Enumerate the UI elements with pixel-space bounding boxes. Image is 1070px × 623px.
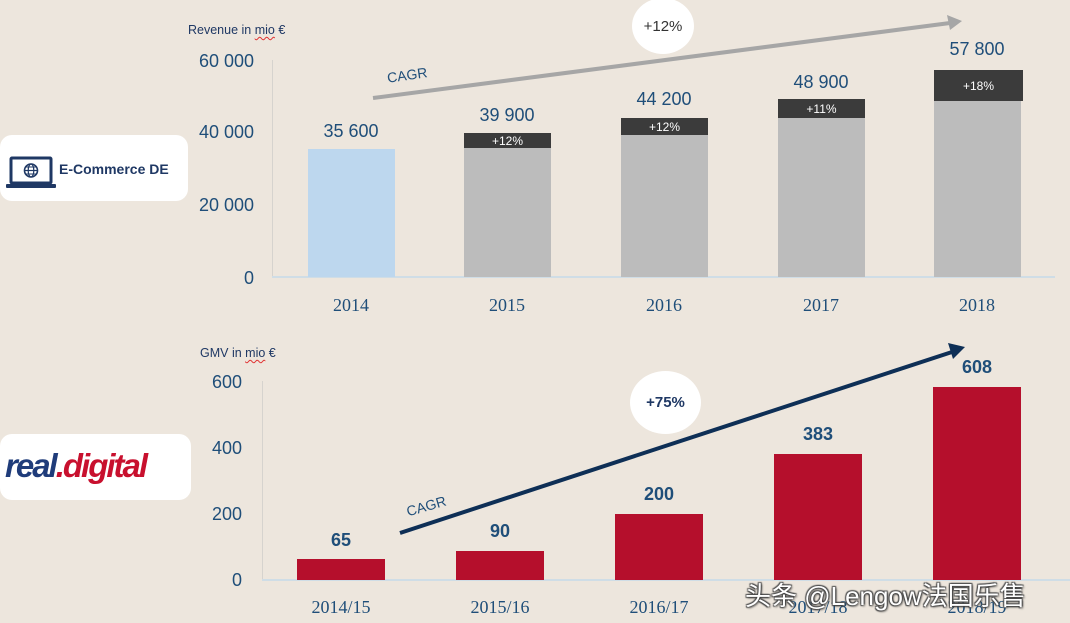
real-digital-logo-part2: .digital — [55, 447, 148, 484]
x-tick-2014: 2014 — [333, 295, 369, 315]
y-tick-60000: 60 000 — [198, 51, 254, 71]
bar-2015-base — [464, 148, 551, 277]
bar-2018-base — [934, 100, 1021, 277]
bar-2017-growth: +11% — [778, 99, 865, 118]
cagr-bubble-top: +12% — [632, 0, 694, 54]
real-digital-logo-box: real.digital — [0, 434, 191, 500]
bar-2016-17 — [615, 514, 703, 580]
ecommerce-de-label: E-Commerce DE — [59, 161, 169, 177]
ecommerce-de-logo-box: E-Commerce DE — [0, 135, 188, 201]
cagr-arrow-navy-icon — [399, 343, 965, 535]
growth-label-2016: +12% — [648, 119, 681, 134]
gmv-axis-title-text: GMV in — [200, 346, 246, 360]
y-tick-600: 600 — [211, 372, 242, 392]
real-digital-logo-part1: real — [5, 447, 58, 484]
y-tick-40000: 40 000 — [198, 122, 254, 142]
bar-2018-growth: +18% — [934, 70, 1023, 101]
growth-label-2015: +12% — [491, 133, 524, 148]
x-tick-2014-15: 2014/15 — [311, 597, 371, 617]
cagr-bubble-bottom: +75% — [630, 371, 701, 434]
revenue-axis-title-currency: € — [274, 23, 286, 37]
bar-2017-18 — [774, 454, 862, 580]
revenue-axis-title: Revenue in mio € — [188, 23, 285, 37]
x-tick-2017-18: 2017/18 — [788, 597, 848, 617]
cagr-arrow-gray-icon — [372, 15, 962, 100]
y-tick-0-bottom: 0 — [231, 570, 242, 590]
bar-2018-19 — [933, 387, 1021, 580]
value-label-2018: 57 800 — [949, 39, 1005, 59]
value-label-2015-16: 90 — [489, 521, 511, 541]
cagr-value-top: +12% — [643, 17, 683, 35]
laptop-globe-icon — [6, 156, 56, 188]
value-label-2016-17: 200 — [643, 484, 675, 504]
revenue-axis-title-text: Revenue in — [188, 23, 255, 37]
bar-2014 — [308, 149, 395, 277]
bar-2016-base — [621, 134, 708, 277]
y-tick-200: 200 — [211, 504, 242, 524]
x-tick-2016: 2016 — [646, 295, 682, 315]
gmv-axis-title-unit: mio — [245, 346, 266, 360]
gmv-axis-title-currency: € — [265, 346, 276, 360]
value-label-2014: 35 600 — [323, 121, 379, 141]
value-label-2018-19: 608 — [961, 357, 993, 377]
growth-label-2018: +18% — [962, 78, 995, 93]
bottom-x-axis-line — [262, 579, 1070, 581]
watermark-text: 头条 @Lengow法国乐售 — [745, 581, 1026, 611]
bar-2016-growth: +12% — [621, 118, 708, 135]
growth-label-2017: +11% — [806, 101, 837, 116]
value-label-2017: 48 900 — [793, 72, 849, 92]
cagr-value-bottom: +75% — [646, 394, 685, 411]
x-tick-2016-17: 2016/17 — [629, 597, 689, 617]
x-tick-2018-19: 2018/19 — [947, 597, 1007, 617]
x-tick-2015-16: 2015/16 — [470, 597, 530, 617]
bar-2015-growth: +12% — [464, 133, 551, 148]
y-tick-400: 400 — [211, 438, 242, 458]
gmv-axis-title: GMV in mio € — [200, 346, 276, 360]
value-label-2014-15: 65 — [330, 530, 352, 550]
top-x-axis-line — [272, 276, 1055, 278]
value-label-2017-18: 383 — [802, 424, 834, 444]
bottom-y-axis-line — [262, 381, 263, 580]
y-tick-0: 0 — [243, 268, 254, 288]
revenue-axis-title-unit: mio — [254, 23, 275, 37]
top-y-axis-line — [272, 60, 273, 277]
bar-2014-15 — [297, 559, 385, 580]
real-digital-logo: real.digital — [5, 446, 148, 486]
y-tick-20000: 20 000 — [198, 195, 254, 215]
bar-2015-16 — [456, 551, 544, 580]
x-tick-2017: 2017 — [803, 295, 839, 315]
x-tick-2015: 2015 — [489, 295, 525, 315]
value-label-2016: 44 200 — [636, 89, 692, 109]
x-tick-2018: 2018 — [959, 295, 995, 315]
value-label-2015: 39 900 — [479, 105, 535, 125]
bar-2017-base — [778, 117, 865, 277]
